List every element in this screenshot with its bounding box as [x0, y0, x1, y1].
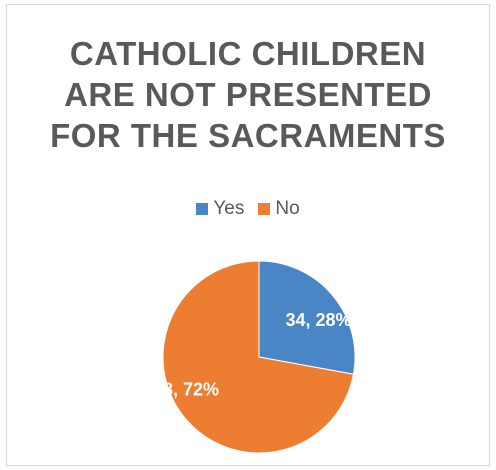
pie-chart: 34, 28% 88, 72% — [153, 260, 356, 454]
chart-legend: Yes No — [7, 198, 489, 220]
legend-item-yes: Yes — [196, 198, 244, 220]
pie-slice-yes — [258, 260, 356, 375]
legend-swatch-yes — [196, 203, 209, 215]
chart-area: CATHOLIC CHILDREN ARE NOT PRESENTED FOR … — [6, 4, 490, 466]
chart-title-line-1: CATHOLIC CHILDREN — [69, 35, 427, 72]
legend-label-yes: Yes — [213, 198, 245, 219]
chart-title-line-3: FOR THE SACRAMENTS — [50, 117, 446, 154]
chart-title-line-2: ARE NOT PRESENTED — [64, 76, 432, 113]
legend-item-no: No — [258, 198, 300, 220]
legend-swatch-no — [258, 203, 271, 215]
data-label-no: 88, 72% — [153, 379, 219, 399]
pie-slice-no — [162, 260, 355, 454]
legend-label-no: No — [275, 198, 300, 219]
chart-title: CATHOLIC CHILDREN ARE NOT PRESENTED FOR … — [7, 33, 489, 156]
data-label-yes: 34, 28% — [285, 310, 351, 330]
